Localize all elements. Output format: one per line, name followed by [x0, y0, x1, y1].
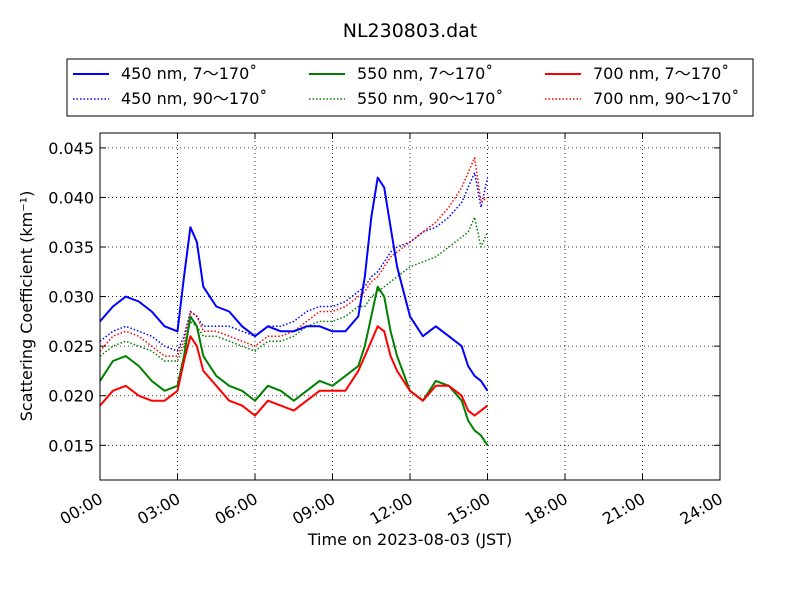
- y-tick-label: 0.015: [48, 436, 94, 455]
- y-tick-label: 0.020: [48, 387, 94, 406]
- legend-box: [66, 58, 754, 117]
- series-line: [99, 216, 489, 362]
- x-tick-label: 12:00: [367, 489, 416, 529]
- x-tick-label: 24:00: [677, 489, 726, 529]
- chart-title: NL230803.dat: [343, 20, 478, 42]
- legend-label: 700 nm, 90～170˚: [593, 89, 739, 108]
- x-tick-label: 15:00: [444, 489, 493, 529]
- series-line: [99, 157, 488, 357]
- x-tick-label: 03:00: [134, 489, 183, 529]
- x-tick-label: 00:00: [57, 489, 106, 529]
- legend: 450 nm, 7～170˚ 550 nm, 7～170˚ 700 nm, 7～17…: [66, 58, 754, 117]
- x-tick-label: 21:00: [599, 489, 648, 529]
- series-line: [99, 171, 489, 352]
- x-tick-label: 18:00: [522, 489, 571, 529]
- y-tick-label: 0.045: [48, 139, 94, 158]
- legend-label: 550 nm, 90～170˚: [357, 89, 503, 108]
- x-tick-label: 09:00: [289, 489, 338, 529]
- y-axis: 0.015 0.020 0.025 0.030 0.035 0.040 0.045: [48, 139, 720, 455]
- y-tick-label: 0.030: [48, 288, 94, 307]
- legend-label: 450 nm, 7～170˚: [121, 64, 257, 83]
- legend-label: 550 nm, 7～170˚: [357, 64, 493, 83]
- grid: [100, 133, 720, 480]
- series-group: [99, 157, 489, 446]
- series-line: [99, 325, 489, 417]
- x-axis-title: Time on 2023-08-03 (JST): [307, 530, 512, 549]
- series-line: [99, 285, 489, 446]
- y-tick-label: 0.040: [48, 188, 94, 207]
- y-tick-label: 0.025: [48, 337, 94, 356]
- x-tick-label: 06:00: [212, 489, 261, 529]
- legend-label: 700 nm, 7～170˚: [593, 64, 729, 83]
- series-line: [99, 176, 489, 392]
- y-tick-label: 0.035: [48, 238, 94, 257]
- legend-label: 450 nm, 90～170˚: [121, 89, 267, 108]
- y-axis-title: Scattering Coefficient (km⁻¹): [17, 191, 36, 422]
